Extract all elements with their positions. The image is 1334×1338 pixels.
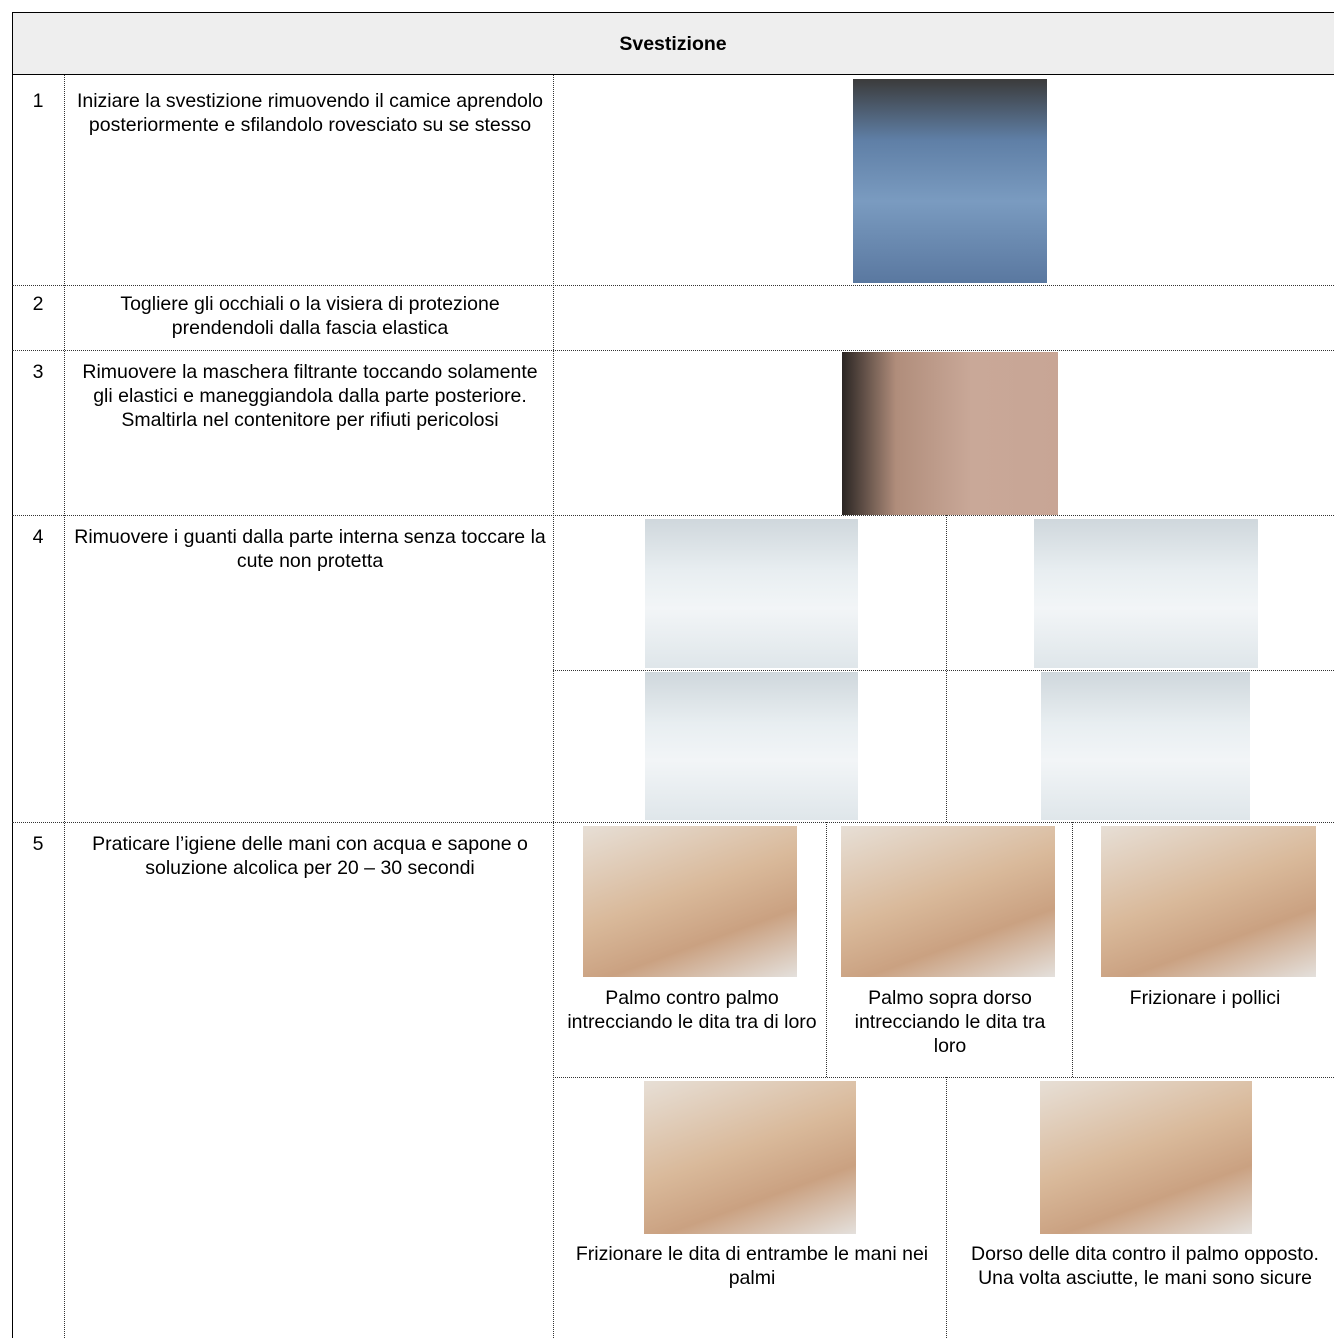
row-line (12, 285, 1334, 286)
step-text: Praticare l’igiene delle mani con acqua … (92, 833, 528, 879)
photo-caption: Dorso delle dita contro il palmo opposto… (971, 1243, 1319, 1289)
photo-caption: Palmo sopra dorso intrecciando le dita t… (854, 987, 1046, 1057)
photo-caption: Palmo contro palmo intrecciando le dita … (567, 987, 817, 1033)
step-text: Rimuovere i guanti dalla parte interna s… (74, 526, 546, 572)
column-line (553, 75, 554, 1338)
photo (842, 352, 1058, 515)
header-title: Svestizione (619, 33, 727, 55)
photo (1040, 1081, 1252, 1234)
photo (841, 826, 1055, 977)
column-line (64, 75, 65, 1338)
step-text: Togliere gli occhiali o la visiera di pr… (120, 293, 500, 339)
photo-caption: Frizionare i pollici (1129, 987, 1281, 1009)
photo (645, 672, 858, 820)
cell-line (946, 515, 947, 822)
step-number: 4 (32, 526, 44, 548)
cell-line (826, 822, 827, 1077)
photo (853, 79, 1047, 283)
header (12, 12, 1334, 75)
step-text: Iniziare la svestizione rimuovendo il ca… (76, 90, 544, 136)
step-number: 5 (32, 833, 44, 855)
photo (1034, 519, 1258, 668)
step-number: 3 (32, 361, 44, 383)
cell-line (946, 1077, 947, 1338)
cell-line (1072, 822, 1073, 1077)
row-line (553, 670, 1334, 671)
step-number: 1 (32, 90, 44, 112)
photo (583, 826, 797, 977)
photo (644, 1081, 856, 1234)
photo-caption: Frizionare le dita di entrambe le mani n… (575, 1243, 929, 1289)
photo (1101, 826, 1316, 977)
row-line (12, 822, 1334, 823)
table-border (12, 75, 13, 1338)
photo (1041, 672, 1250, 820)
step-text: Rimuovere la maschera filtrante toccando… (82, 361, 538, 431)
row-line (553, 1077, 1334, 1078)
row-line (12, 515, 1334, 516)
photo (645, 519, 858, 668)
step-number: 2 (32, 293, 44, 315)
row-line (12, 350, 1334, 351)
